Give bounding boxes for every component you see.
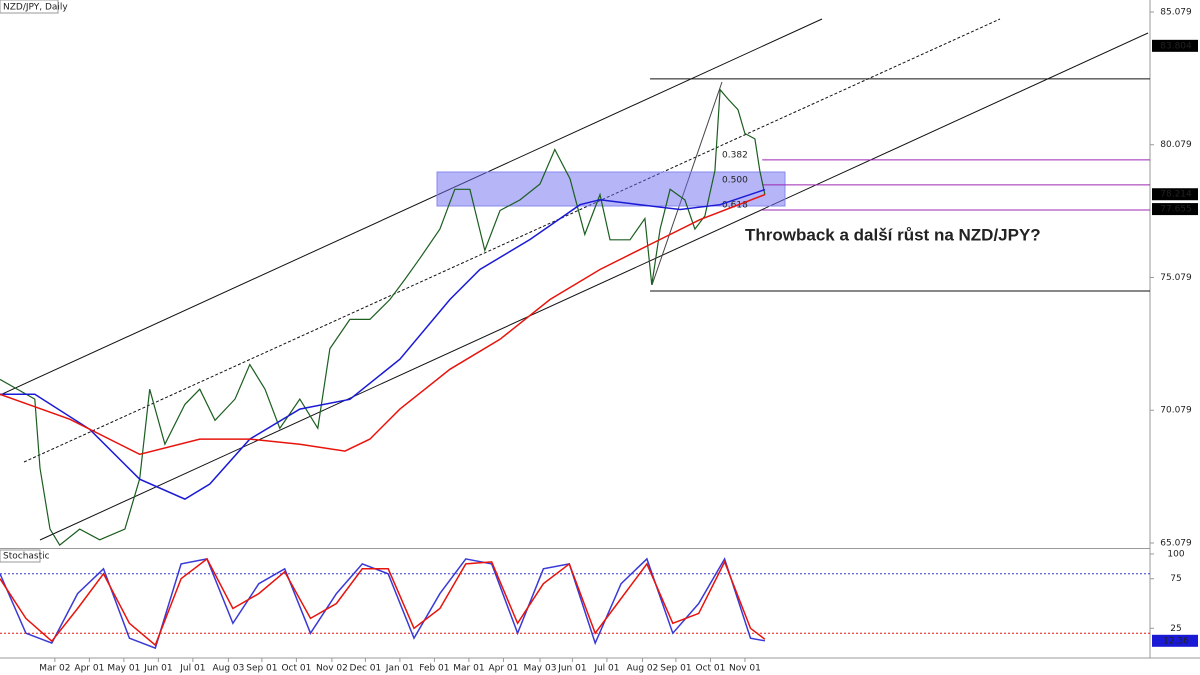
x-tick-label: Dec 01	[350, 664, 382, 674]
x-tick-label: May 01	[107, 664, 140, 674]
series-line	[0, 88, 766, 546]
annotation: Throwback a další růst na NZD/JPY?	[745, 225, 1041, 244]
x-tick-label: Apr 01	[74, 664, 104, 674]
last-label-box	[1152, 634, 1198, 647]
y-tick-label: 75.079	[1160, 273, 1192, 283]
stoch-title: Stochastic	[3, 552, 50, 562]
y-tick-label: 85.079	[1160, 7, 1192, 17]
x-tick-label: Sep 01	[660, 664, 691, 674]
title-box	[0, 0, 59, 14]
x-tick-label: Oct 01	[281, 664, 311, 674]
price-label: 78.214	[1160, 190, 1192, 200]
x-tick-label: Mar 02	[39, 664, 70, 674]
x-tick-label: Aug 02	[627, 664, 659, 674]
y-tick-label: 75	[1170, 574, 1181, 584]
price-label-box	[1152, 188, 1198, 201]
x-tick-label: Nov 02	[316, 664, 348, 674]
series-line	[0, 188, 766, 500]
fib-label: 0.500	[722, 175, 748, 185]
y-tick-label: 25	[1170, 624, 1181, 634]
channel-lower	[39, 32, 1149, 541]
price-label: 83.804	[1160, 41, 1192, 51]
channel-mid	[23, 18, 1001, 463]
chart-title: NZD/JPY, Daily	[3, 3, 68, 13]
drawings	[0, 18, 1149, 541]
series-line	[0, 193, 766, 456]
x-tick-label: Mar 01	[453, 664, 484, 674]
fib-label: 0.382	[722, 150, 748, 160]
x-tick-label: Feb 01	[419, 664, 449, 674]
x-tick-label: Sep 01	[246, 664, 277, 674]
stoch-title-box	[0, 549, 41, 563]
x-tick-label: Apr 01	[488, 664, 518, 674]
x-tick-label: Aug 03	[212, 664, 244, 674]
series-line	[0, 557, 766, 650]
channel-upper	[0, 18, 823, 396]
x-tick-label: Jul 01	[179, 664, 205, 674]
price-label-box	[1152, 203, 1198, 216]
price-label-box	[1152, 39, 1198, 52]
x-tick-label: Jun 01	[557, 664, 586, 674]
price-label: 77.655	[1160, 205, 1192, 215]
y-tick-label: 100	[1167, 549, 1184, 559]
last-label: 12.36	[1163, 636, 1189, 646]
x-tick-label: Nov 01	[729, 664, 761, 674]
y-tick-label: 70.079	[1160, 406, 1192, 416]
x-tick-label: Jan 01	[385, 664, 414, 674]
x-tick-label: Oct 01	[695, 664, 725, 674]
series-line	[0, 557, 766, 647]
x-tick-label: Jul 01	[593, 664, 619, 674]
y-tick-label: 80.079	[1160, 140, 1192, 150]
y-tick-label: 65.079	[1160, 538, 1192, 548]
x-tick-label: May 03	[524, 664, 557, 674]
x-tick-label: Jun 01	[143, 664, 172, 674]
